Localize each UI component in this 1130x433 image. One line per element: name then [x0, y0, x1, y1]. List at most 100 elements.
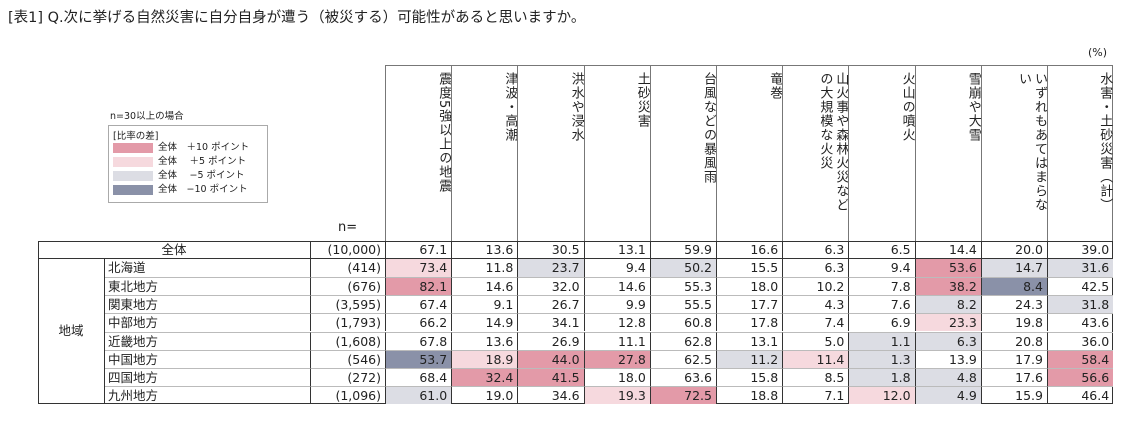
column-header: いずれもあてはまらな い — [980, 65, 1047, 241]
cell: 20.8 — [980, 331, 1047, 350]
cell: 73.4 — [385, 259, 452, 278]
cell: 13.1 — [716, 331, 783, 350]
cell: 4.8 — [914, 367, 981, 386]
cell: 15.9 — [980, 385, 1047, 404]
cell: 55.3 — [649, 277, 716, 296]
cell: 6.3 — [914, 331, 981, 350]
legend-label: 全体 −5 ポイント — [158, 170, 245, 181]
column-header: 台風などの暴風雨 — [649, 65, 716, 241]
cell: 19.8 — [980, 313, 1047, 332]
column-header: 竜巻 — [716, 65, 783, 241]
row-label: 北海道 — [108, 260, 146, 276]
cell: 18.9 — [451, 349, 518, 368]
row-n: (1,096) — [310, 385, 385, 404]
cell: 60.8 — [649, 313, 716, 332]
cell: 42.5 — [1047, 277, 1114, 296]
cell: 43.6 — [1047, 313, 1114, 332]
cell: 11.4 — [782, 349, 849, 368]
unit: (%) — [1088, 46, 1108, 59]
cell: 11.2 — [716, 349, 783, 368]
cell: 14.6 — [451, 277, 518, 296]
total-label: 全体 — [161, 242, 187, 257]
cell: 38.2 — [914, 277, 981, 296]
cell: 4.3 — [782, 295, 849, 314]
row-label: 四国地方 — [105, 367, 310, 386]
cell: 30.5 — [517, 241, 583, 260]
cell: 17.9 — [980, 349, 1047, 368]
cell: 17.8 — [716, 313, 783, 332]
cell: 13.1 — [583, 241, 650, 260]
cell: 23.7 — [517, 259, 584, 278]
cell: 9.4 — [848, 259, 914, 278]
cell: 12.8 — [583, 313, 650, 332]
cell: 1.3 — [848, 349, 915, 368]
cell: 55.5 — [649, 295, 716, 314]
cell: 18.0 — [716, 277, 783, 296]
row-label: 東北地方 — [105, 277, 310, 295]
row-n: (414) — [310, 259, 385, 278]
cell: 66.2 — [385, 313, 452, 332]
row-n: (272) — [310, 367, 385, 386]
cell: 68.4 — [385, 367, 452, 386]
column-header: 震度5強以上の地震 — [385, 65, 452, 241]
cell: 20.0 — [980, 241, 1047, 260]
row-n: (676) — [310, 277, 385, 296]
legend-box — [108, 125, 268, 203]
cell: 34.1 — [517, 313, 584, 332]
cell: 46.4 — [1047, 385, 1114, 404]
cell: 41.5 — [517, 367, 584, 386]
row-n: (3,595) — [310, 295, 385, 314]
legend-label: 全体 ＋10 ポイント — [158, 142, 250, 153]
cell: 7.1 — [782, 385, 849, 404]
cell: 8.5 — [782, 367, 849, 386]
cell: 26.9 — [517, 331, 584, 350]
cell: 6.3 — [782, 241, 848, 260]
cell: 72.5 — [649, 385, 716, 404]
total-n: (10,000) — [310, 241, 385, 260]
cell: 14.9 — [451, 313, 518, 332]
cell: 19.3 — [583, 385, 650, 404]
cell: 26.7 — [517, 295, 584, 314]
title: [表1] Q.次に挙げる自然災害に自分自身が遭う（被災する）可能性があると思いま… — [8, 10, 586, 26]
legend-heading: [比率の差] — [113, 131, 159, 142]
row-label: 九州地方 — [105, 385, 310, 404]
cell: 18.8 — [716, 385, 783, 404]
cell: 8.4 — [980, 277, 1047, 296]
cell: 31.6 — [1047, 259, 1114, 278]
legend-note: n=30以上の場合 — [110, 111, 184, 122]
cell: 14.6 — [583, 277, 650, 296]
n-header: n= — [338, 220, 358, 235]
cell: 6.3 — [782, 259, 848, 278]
row-n: (1,608) — [310, 331, 385, 350]
legend-label: 全体 ＋5 ポイント — [158, 156, 247, 167]
column-header: 火山の噴火 — [848, 65, 915, 241]
cell: 8.2 — [914, 295, 981, 314]
row-label: 中部地方 — [105, 313, 310, 331]
cell: 62.5 — [649, 349, 716, 368]
cell: 34.6 — [517, 385, 584, 404]
cell: 53.6 — [914, 259, 981, 278]
column-header: 山火事や森林火災など の大規模な火災 — [782, 65, 849, 241]
cell: 14.7 — [980, 259, 1047, 278]
legend-swatch — [113, 157, 153, 167]
cell: 58.4 — [1047, 349, 1114, 368]
cell: 15.8 — [716, 367, 783, 386]
cell: 61.0 — [385, 385, 452, 404]
column-header: 土砂災害 — [583, 65, 650, 241]
cell: 63.6 — [649, 367, 716, 386]
legend-swatch — [113, 143, 153, 153]
cell: 6.9 — [848, 313, 915, 332]
cell: 36.0 — [1047, 331, 1114, 350]
cell: 13.6 — [451, 331, 518, 350]
cell: 67.8 — [385, 331, 452, 350]
cell: 39.0 — [1047, 241, 1113, 260]
cell: 17.7 — [716, 295, 783, 314]
cell: 5.0 — [782, 331, 849, 350]
cell: 13.9 — [914, 349, 981, 368]
cell: 10.2 — [782, 277, 849, 296]
cell: 56.6 — [1047, 367, 1114, 386]
cell: 1.8 — [848, 367, 915, 386]
cell: 31.8 — [1047, 295, 1114, 314]
cell: 32.0 — [517, 277, 584, 296]
